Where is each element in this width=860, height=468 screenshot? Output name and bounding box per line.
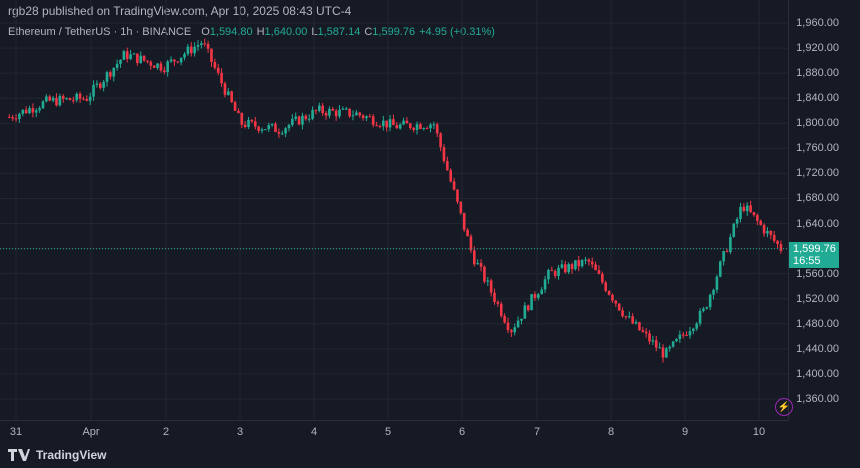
price-tick: 1,440.00 [796, 342, 839, 355]
time-tick: 4 [310, 426, 318, 438]
price-tick: 1,760.00 [796, 142, 839, 155]
price-tick: 1,560.00 [796, 267, 839, 280]
time-tick: 10 [752, 426, 766, 438]
lightning-icon[interactable]: ⚡ [775, 398, 793, 416]
footer: TradingView [0, 442, 860, 468]
time-tick: 2 [162, 426, 170, 438]
price-tick: 1,360.00 [796, 393, 839, 405]
price-tick: 1,680.00 [796, 192, 839, 205]
low-value: 1,587.14 [317, 26, 361, 38]
time-tick: Apr [82, 426, 100, 438]
tradingview-logo-icon [8, 449, 30, 461]
high-label: H [256, 26, 265, 38]
price-tick: 1,720.00 [796, 167, 839, 180]
time-tick: 6 [458, 426, 466, 438]
open-value: 1,594.80 [209, 26, 253, 38]
price-tick: 1,640.00 [796, 217, 839, 230]
price-axis[interactable]: 1,360.00 1,400.00 1,440.00 1,480.00 1,520.00… [788, 0, 860, 420]
time-tick: 9 [681, 426, 689, 438]
price-tick: 1,480.00 [796, 317, 839, 330]
high-value: 1,640.00 [264, 26, 308, 38]
price-tick: 1,400.00 [796, 367, 839, 380]
published-line: rgb28 published on TradingView.com, Apr … [8, 4, 352, 18]
symbol-legend: Ethereum / TetherUS · 1h · BINANCE O1,59… [8, 26, 495, 38]
price-tick: 1,840.00 [796, 92, 839, 105]
time-axis[interactable]: 31 Apr 2 3 4 5 6 7 8 9 10 [0, 420, 788, 443]
price-tick: 1,520.00 [796, 292, 839, 305]
price-tick: 1,880.00 [796, 67, 839, 80]
price-tick: 1,920.00 [796, 42, 839, 55]
tradingview-brand: TradingView [36, 448, 107, 462]
symbol-title[interactable]: Ethereum / TetherUS · 1h · BINANCE [8, 26, 192, 38]
last-price-badge: 1,599.76 16:55 [789, 242, 839, 268]
open-label: O [201, 26, 210, 38]
price-tick: 1,800.00 [796, 117, 839, 130]
close-label: C [364, 26, 373, 38]
time-tick: 3 [236, 426, 244, 438]
last-price-value: 1,599.76 [793, 243, 836, 255]
time-tick: 8 [607, 426, 615, 438]
price-tick: 1,960.00 [796, 17, 839, 29]
candlestick-chart[interactable] [0, 0, 788, 420]
time-tick: 5 [384, 426, 392, 438]
close-value: 1,599.76 [372, 26, 416, 38]
time-tick: 31 [9, 426, 23, 438]
countdown-timer: 16:55 [793, 255, 821, 267]
time-tick: 7 [533, 426, 541, 438]
change-value: +4.95 (+0.31%) [419, 26, 495, 38]
